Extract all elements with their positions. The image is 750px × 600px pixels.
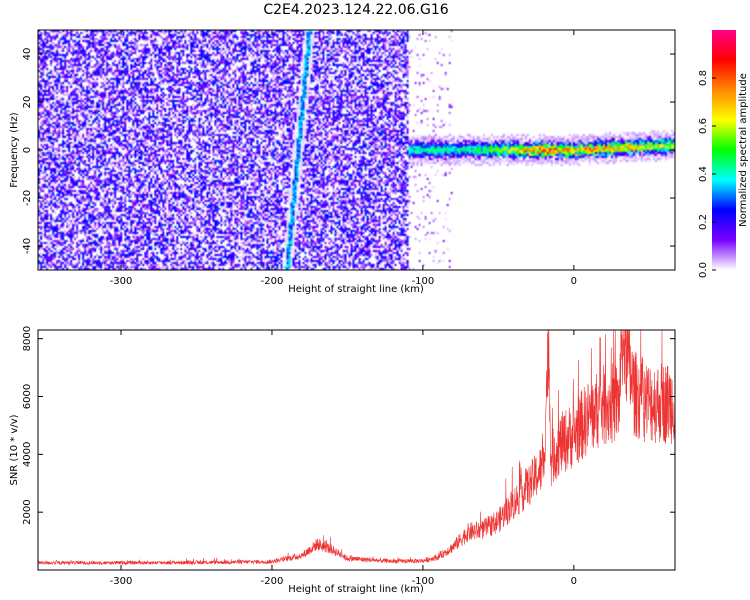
snr-xtick-label: -200 bbox=[261, 576, 284, 587]
colorbar: 0.0 0.2 0.4 0.6 0.8 Normalized spectral ampl… bbox=[698, 30, 749, 278]
spectrogram-xlabel: Height of straight line (km) bbox=[288, 284, 424, 295]
spectrogram-ytick-label: -40 bbox=[22, 238, 33, 254]
spectrogram-ytick-label: 20 bbox=[22, 96, 33, 109]
snr-frame bbox=[37, 329, 676, 571]
snr-ylabel: SNR (10 * v/v) bbox=[9, 414, 20, 485]
spectrogram-ytick-label: 0 bbox=[22, 147, 33, 153]
snr-panel: -300 -200 -100 0 2000 4000 6000 8000 Height of … bbox=[9, 326, 676, 595]
figure-title: C2E4.2023.124.22.06.G16 bbox=[263, 2, 448, 18]
colorbar-tick-label: 0.0 bbox=[698, 262, 709, 278]
colorbar-tick-label: 0.6 bbox=[698, 118, 709, 134]
snr-ytick-label: 6000 bbox=[22, 384, 33, 409]
colorbar-tick-label: 0.4 bbox=[698, 166, 709, 182]
colorbar-ticks: 0.0 0.2 0.4 0.6 0.8 bbox=[698, 70, 716, 278]
snr-xlabel: Height of straight line (km) bbox=[288, 584, 424, 595]
spectrogram-ytick-label: 40 bbox=[22, 48, 33, 61]
colorbar-tick-label: 0.2 bbox=[698, 214, 709, 230]
snr-xtick-label: -100 bbox=[412, 576, 435, 587]
spectrogram-image bbox=[38, 30, 675, 270]
spectrogram-ylabel: Frequency (Hz) bbox=[9, 112, 20, 188]
spectrogram-xtick-label: 0 bbox=[571, 276, 577, 287]
snr-series-line bbox=[37, 329, 676, 566]
colorbar-tick-label: 0.8 bbox=[698, 70, 709, 86]
spectrogram-ytick-label: -20 bbox=[22, 190, 33, 206]
snr-background bbox=[38, 330, 675, 570]
snr-ytick-label: 4000 bbox=[22, 442, 33, 467]
snr-ticks: -300 -200 -100 0 2000 4000 6000 8000 bbox=[22, 326, 675, 587]
colorbar-gradient bbox=[712, 30, 736, 270]
spectrogram-xtick-label: -100 bbox=[412, 276, 435, 287]
snr-ytick-label: 2000 bbox=[22, 499, 33, 524]
snr-xtick-label: -300 bbox=[110, 576, 133, 587]
spectrogram-xtick-label: -300 bbox=[110, 276, 133, 287]
snr-xtick-label: 0 bbox=[571, 576, 577, 587]
colorbar-label: Normalized spectral amplitude bbox=[738, 73, 749, 227]
snr-ytick-label: 8000 bbox=[22, 326, 33, 351]
spectrogram-xtick-label: -200 bbox=[261, 276, 284, 287]
